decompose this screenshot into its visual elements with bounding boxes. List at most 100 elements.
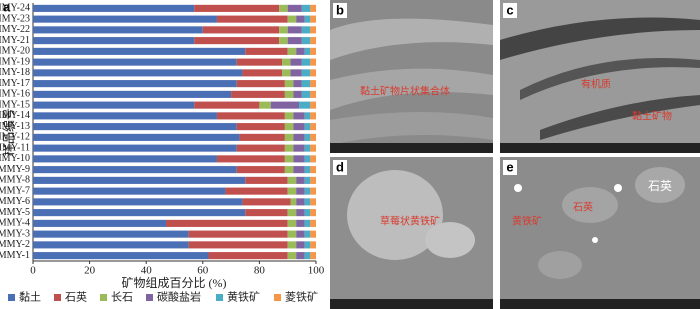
bar-segment xyxy=(284,123,294,131)
sem-image-d: d 草莓状黄铁矿 xyxy=(330,157,493,309)
bar-segment xyxy=(310,166,316,174)
panel-label: b xyxy=(336,2,344,17)
bar-segment xyxy=(310,47,316,55)
bar-segment xyxy=(284,112,294,120)
bar-segment xyxy=(287,230,297,238)
bar-segment xyxy=(304,187,311,195)
bar-segment xyxy=(282,69,291,77)
bar-segment xyxy=(166,219,288,227)
bar-segment xyxy=(310,219,316,227)
bar-segment xyxy=(33,209,246,217)
y-tick-label: MMY-14 xyxy=(0,110,30,121)
bar-segment xyxy=(304,176,311,184)
bar-segment xyxy=(33,187,226,195)
y-tick-label: MMY-5 xyxy=(0,207,30,218)
bar-segment xyxy=(33,123,237,131)
bar-segment xyxy=(242,69,283,77)
bar-segment xyxy=(33,37,195,45)
bar-segment xyxy=(279,37,288,45)
bar-segment xyxy=(310,101,316,109)
bar-segment xyxy=(33,101,195,109)
bar-segment xyxy=(194,101,260,109)
y-tick-label: MMY-2 xyxy=(0,239,30,250)
bar-segment xyxy=(304,166,311,174)
legend-label: 黄铁矿 xyxy=(227,290,260,304)
bar-segment xyxy=(287,187,297,195)
bar-segment xyxy=(33,69,243,77)
legend-swatch xyxy=(274,294,281,301)
legend-label: 菱铁矿 xyxy=(285,291,318,304)
bar-segment xyxy=(310,187,316,195)
panel-label: d xyxy=(336,159,344,174)
bar-segment xyxy=(33,47,246,55)
bar-segment xyxy=(304,209,311,217)
bar-segment xyxy=(296,176,305,184)
bar-segment xyxy=(296,15,305,23)
bar-segment xyxy=(310,230,316,238)
bar-segment xyxy=(310,112,316,120)
bar-segment xyxy=(301,69,311,77)
y-tick-label: MMY-21 xyxy=(0,35,30,46)
y-tick-label: MMY-4 xyxy=(0,218,30,229)
bar-segment xyxy=(304,198,311,206)
bar-segment xyxy=(33,219,167,227)
bar-segment xyxy=(287,252,297,260)
y-tick-label: MMY-22 xyxy=(0,24,30,35)
bar-segment xyxy=(293,112,305,120)
bar-segment xyxy=(33,80,237,88)
x-tick-label: 100 xyxy=(308,265,325,277)
legend-label: 碳酸盐岩 xyxy=(157,290,201,304)
bar-segment xyxy=(310,252,316,260)
bar-segment xyxy=(310,90,316,98)
bar-segment xyxy=(284,133,294,141)
bar-segment xyxy=(33,133,240,141)
bar-segment xyxy=(310,209,316,217)
x-tick-label: 80 xyxy=(254,265,266,277)
y-tick-label: MMY-18 xyxy=(0,67,30,78)
bar-segment xyxy=(293,123,305,131)
bar-segment xyxy=(284,90,294,98)
bar-segment xyxy=(310,123,316,131)
bar-segment xyxy=(310,155,316,163)
y-tick-label: MMY-24 xyxy=(0,3,30,14)
bar-segment xyxy=(33,112,217,120)
y-tick-label: MMY-3 xyxy=(0,228,30,239)
bar-segment xyxy=(33,26,203,34)
bar-segment xyxy=(301,37,311,45)
bar-segment xyxy=(304,219,311,227)
bar-segment xyxy=(310,198,316,206)
bar-segment xyxy=(301,80,311,88)
bar-segment xyxy=(284,80,294,88)
annotation: 草莓状黄铁矿 xyxy=(380,214,440,227)
bar-segment xyxy=(33,58,237,66)
bar-segment xyxy=(301,58,311,66)
bar-segment xyxy=(293,155,305,163)
bar-segment xyxy=(293,90,302,98)
bar-segment xyxy=(301,26,311,34)
bar-segment xyxy=(216,155,285,163)
y-tick-label: MMY-7 xyxy=(0,185,30,196)
bar-segment xyxy=(279,26,288,34)
bar-segment xyxy=(208,252,288,260)
bar-segment xyxy=(33,241,189,249)
bar-segment xyxy=(216,15,288,23)
bar-segment xyxy=(304,252,311,260)
bar-segment xyxy=(287,209,297,217)
bar-segment xyxy=(304,123,311,131)
y-tick-label: MMY-10 xyxy=(0,153,30,164)
y-tick-label: MMY-13 xyxy=(0,121,30,132)
bar-segment xyxy=(216,112,285,120)
panel-label: a xyxy=(3,0,11,14)
bar-segment xyxy=(304,112,311,120)
bar-segment xyxy=(33,166,237,174)
bar-segment xyxy=(236,123,285,131)
legend-swatch xyxy=(216,294,223,301)
y-tick-label: MMY-17 xyxy=(0,78,30,89)
bar-segment xyxy=(310,26,316,34)
y-tick-label: MMY-19 xyxy=(0,56,30,67)
y-tick-label: MMY-1 xyxy=(0,250,30,261)
bar-segment xyxy=(290,58,302,66)
bar-segment xyxy=(296,198,305,206)
bar-segment xyxy=(279,4,288,12)
annotation: 黏土矿物片状集合体 xyxy=(360,84,450,97)
